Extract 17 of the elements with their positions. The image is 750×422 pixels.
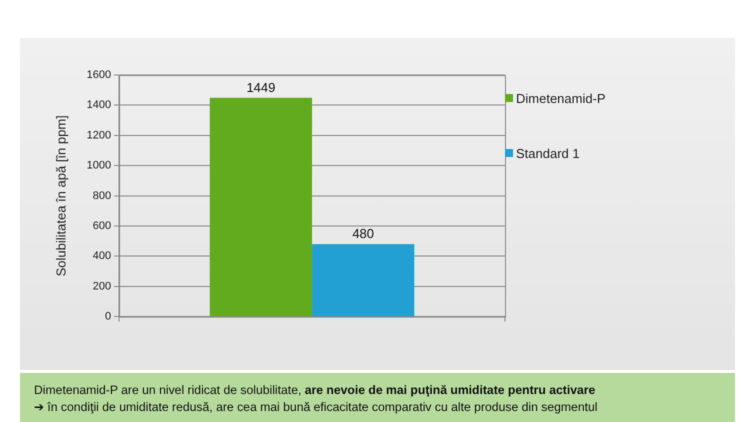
y-axis-title: Solubilitatea în apă [în ppm] [53, 115, 68, 276]
y-tick-label: 1600 [86, 69, 112, 82]
y-tick-label: 800 [92, 190, 112, 202]
text: are nevoie de mai puţină umiditate pentru activare [304, 383, 596, 397]
y-tick-label: 600 [92, 220, 112, 232]
y-tick-label: 200 [92, 280, 112, 292]
y-tick-label: 1400 [86, 99, 112, 112]
legend-label: Standard 1 [516, 146, 580, 160]
data-label: 480 [352, 226, 374, 242]
text: Dimetenamid-P are un nivel ridicat de solubilitate, [34, 383, 302, 397]
y-tick-label: 0 [104, 310, 112, 323]
text: ➔ în condiţii de umiditate redusă, are cea mai bună eficacitate comparativ cu alte produse din segmentul [34, 400, 598, 414]
legend-label: Dimetenamid-P [516, 90, 606, 106]
y-tick-label: 1200 [86, 129, 112, 142]
y-tick-label: 1000 [86, 160, 112, 172]
y-tick-label: 400 [92, 250, 112, 262]
data-label: 1449 [246, 80, 276, 95]
